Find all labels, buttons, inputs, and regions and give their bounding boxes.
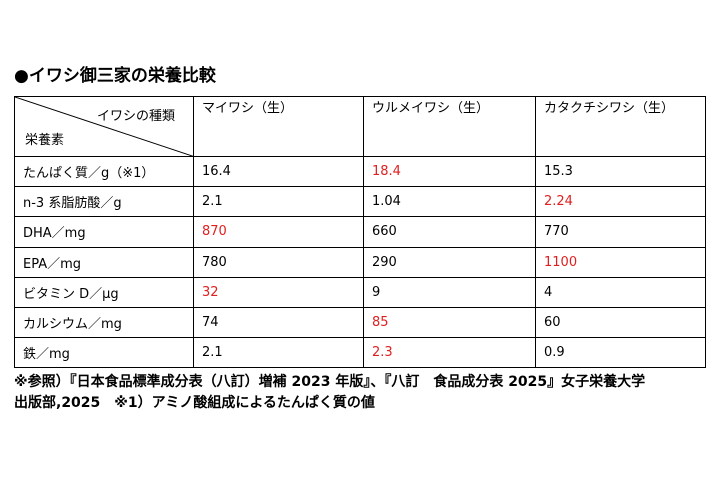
nutrient-label: 鉄／mg <box>14 336 194 369</box>
nutrient-label: n-3 系脂肪酸／g <box>14 186 194 218</box>
corner-nutrient-label: 栄養素 <box>25 133 65 149</box>
nutrient-label: DHA／mg <box>14 216 194 248</box>
diagonal-divider <box>15 97 193 156</box>
nutrient-value: 74 <box>193 306 364 338</box>
nutrient-value: 4 <box>535 276 706 308</box>
nutrient-label: EPA／mg <box>14 246 194 278</box>
table-row: たんぱく質／g（※1） 16.4 18.4 15.3 <box>14 156 706 188</box>
nutrient-value: 16.4 <box>193 156 364 188</box>
nutrient-label: ビタミン D／μg <box>14 276 194 308</box>
nutrient-value: 18.4 <box>363 156 536 188</box>
nutrient-value: 660 <box>363 216 536 248</box>
nutrition-comparison-table: イワシの種類 栄養素 マイワシ（生） ウルメイワシ（生） カタクチシワシ（生） … <box>14 95 706 369</box>
nutrient-value: 15.3 <box>535 156 706 188</box>
table-row: DHA／mg 870 660 770 <box>14 216 706 248</box>
nutrient-value: 770 <box>535 216 706 248</box>
nutrient-value: 9 <box>363 276 536 308</box>
nutrient-value: 290 <box>363 246 536 278</box>
nutrient-label: たんぱく質／g（※1） <box>14 156 194 188</box>
table-body: たんぱく質／g（※1） 16.4 18.4 15.3 n-3 系脂肪酸／g 2.1 1.04… <box>14 156 706 369</box>
footnote-line-2: 出版部,2025 ※1）アミノ酸組成によるたんぱく質の値 <box>14 395 375 411</box>
nutrient-value: 85 <box>363 306 536 338</box>
corner-species-label: イワシの種類 <box>96 109 175 124</box>
column-header-maiwashi: マイワシ（生） <box>193 95 364 158</box>
column-header-katakuchi: カタクチシワシ（生） <box>535 95 706 158</box>
table-row: EPA／mg 780 290 1100 <box>14 246 706 278</box>
table-row: 鉄／mg 2.1 2.3 0.9 <box>14 336 706 369</box>
table-row: カルシウム／mg 74 85 60 <box>14 306 706 338</box>
table-header-row: イワシの種類 栄養素 マイワシ（生） ウルメイワシ（生） カタクチシワシ（生） <box>14 95 706 158</box>
nutrient-value: 0.9 <box>535 336 706 369</box>
table-corner-cell: イワシの種類 栄養素 <box>14 95 194 158</box>
page-title: ●イワシ御三家の栄養比較 <box>14 66 216 86</box>
nutrient-value: 60 <box>535 306 706 338</box>
nutrient-label: カルシウム／mg <box>14 306 194 338</box>
nutrient-value: 780 <box>193 246 364 278</box>
nutrient-value: 2.1 <box>193 186 364 218</box>
nutrient-value: 2.24 <box>535 186 706 218</box>
table-row: n-3 系脂肪酸／g 2.1 1.04 2.24 <box>14 186 706 218</box>
nutrient-value: 1100 <box>535 246 706 278</box>
column-header-urumeiwashi: ウルメイワシ（生） <box>363 95 536 158</box>
footnote-line-1: ※参照）『日本食品標準成分表（八訂）増補 2023 年版』、『八訂 食品成分表 … <box>14 374 646 390</box>
table-row: ビタミン D／μg 32 9 4 <box>14 276 706 308</box>
nutrient-value: 1.04 <box>363 186 536 218</box>
nutrient-value: 32 <box>193 276 364 308</box>
nutrient-value: 870 <box>193 216 364 248</box>
nutrient-value: 2.1 <box>193 336 364 369</box>
reference-footnote: ※参照）『日本食品標準成分表（八訂）増補 2023 年版』、『八訂 食品成分表 … <box>14 372 714 414</box>
nutrient-value: 2.3 <box>363 336 536 369</box>
